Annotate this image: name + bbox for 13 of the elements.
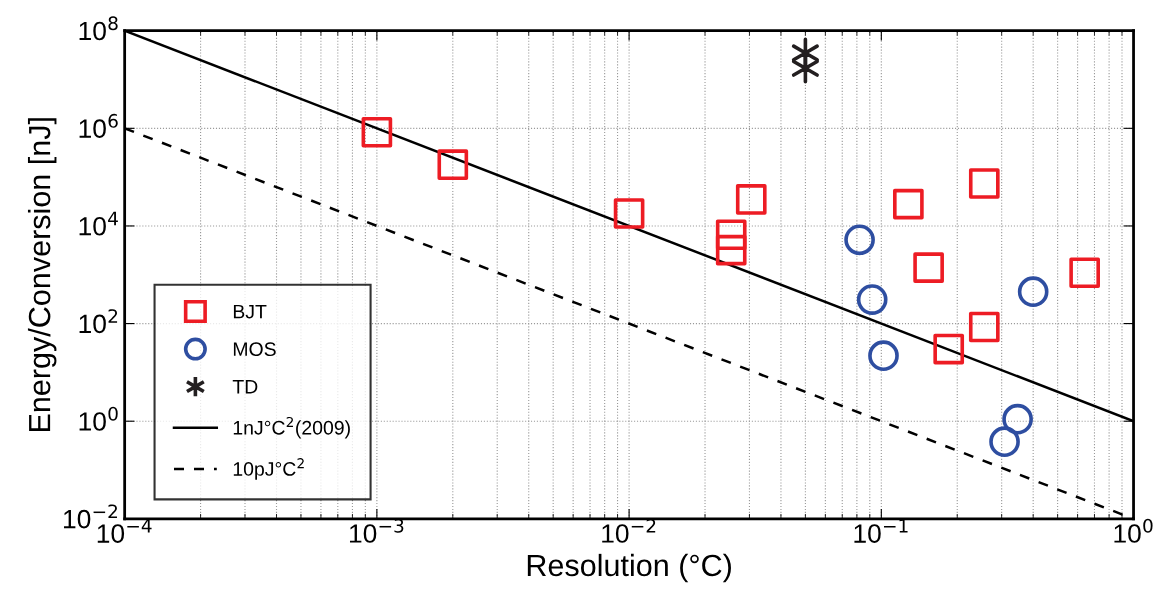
x-axis-title: Resolution (°C) <box>527 553 731 583</box>
legend-label: BJT <box>233 304 267 319</box>
x-tick-label: 10$^{0}$ <box>1114 518 1153 543</box>
legend-label: 1nJ°C$^{2}$(2009) <box>233 416 350 439</box>
legend-label: 10pJ°C$^{2}$ <box>233 458 304 480</box>
y-tick-label: 10$^{2}$ <box>79 309 118 334</box>
y-axis-title: Energy/Conversion [nJ] <box>27 118 57 432</box>
y-tick-label: 10$^{4}$ <box>79 211 118 236</box>
y-tick-label: 10$^{0}$ <box>79 406 118 431</box>
legend-label: MOS <box>233 342 276 357</box>
y-tick-label: 10$^{8}$ <box>79 16 118 41</box>
legend-label: TD <box>232 380 258 394</box>
y-tick-label: 10$^{6}$ <box>79 113 118 138</box>
